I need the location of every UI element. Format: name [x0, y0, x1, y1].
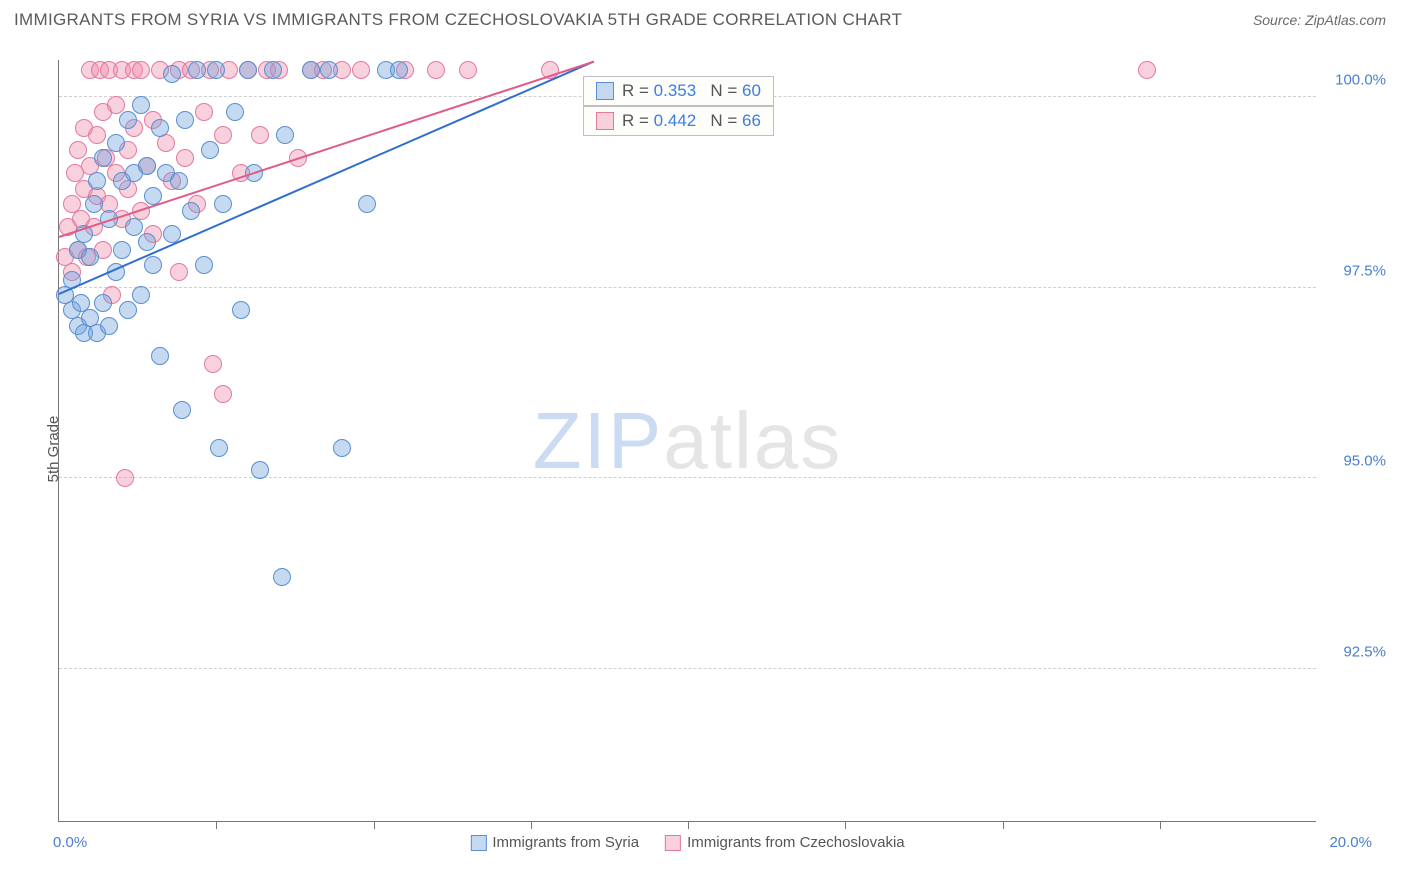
data-point-syria [214, 195, 232, 213]
data-point-czech [170, 263, 188, 281]
data-point-syria [138, 157, 156, 175]
czech-legend-swatch-icon [665, 835, 681, 851]
data-point-syria [94, 149, 112, 167]
data-point-syria [85, 195, 103, 213]
legend-label: Immigrants from Czechoslovakia [687, 834, 905, 851]
source-attribution: Source: ZipAtlas.com [1253, 12, 1386, 28]
stats-box-syria: R = 0.353 N = 60 [583, 76, 774, 106]
data-point-czech [116, 469, 134, 487]
data-point-syria [251, 461, 269, 479]
data-point-syria [273, 568, 291, 586]
data-point-syria [302, 61, 320, 79]
data-point-syria [132, 96, 150, 114]
data-point-syria [113, 241, 131, 259]
data-point-czech [107, 96, 125, 114]
r-label: R = 0.442 N = 66 [622, 111, 761, 131]
data-point-syria [390, 61, 408, 79]
data-point-czech [69, 141, 87, 159]
data-point-syria [195, 256, 213, 274]
data-point-syria [188, 61, 206, 79]
data-point-syria [125, 218, 143, 236]
x-tick [216, 821, 217, 829]
x-tick [1003, 821, 1004, 829]
chart-container: 5th Grade ZIPatlas 92.5%95.0%97.5%100.0%… [48, 44, 1388, 854]
y-tick-label: 97.5% [1324, 262, 1386, 279]
data-point-syria [182, 202, 200, 220]
x-tick [845, 821, 846, 829]
data-point-syria [94, 294, 112, 312]
data-point-czech [214, 126, 232, 144]
data-point-syria [264, 61, 282, 79]
data-point-czech [195, 103, 213, 121]
data-point-syria [201, 141, 219, 159]
gridline-h [59, 668, 1316, 669]
gridline-h [59, 287, 1316, 288]
data-point-syria [176, 111, 194, 129]
data-point-syria [170, 172, 188, 190]
header: IMMIGRANTS FROM SYRIA VS IMMIGRANTS FROM… [0, 0, 1406, 36]
watermark-atlas: atlas [663, 396, 842, 485]
data-point-syria [210, 439, 228, 457]
x-label-left: 0.0% [53, 834, 87, 851]
data-point-czech [176, 149, 194, 167]
legend-item-syria: Immigrants from Syria [470, 834, 639, 851]
data-point-syria [119, 111, 137, 129]
x-tick [1160, 821, 1161, 829]
y-tick-label: 95.0% [1324, 453, 1386, 470]
data-point-syria [119, 301, 137, 319]
data-point-syria [88, 172, 106, 190]
data-point-syria [151, 347, 169, 365]
y-tick-label: 100.0% [1324, 72, 1386, 89]
syria-swatch-icon [596, 82, 614, 100]
data-point-syria [207, 61, 225, 79]
r-label: R = 0.353 N = 60 [622, 81, 761, 101]
data-point-czech [352, 61, 370, 79]
czech-swatch-icon [596, 112, 614, 130]
data-point-syria [239, 61, 257, 79]
data-point-czech [88, 126, 106, 144]
trend-line-czech [59, 61, 594, 238]
data-point-syria [151, 119, 169, 137]
y-tick-label: 92.5% [1324, 643, 1386, 660]
data-point-syria [132, 286, 150, 304]
chart-title: IMMIGRANTS FROM SYRIA VS IMMIGRANTS FROM… [14, 10, 902, 30]
gridline-h [59, 477, 1316, 478]
data-point-syria [358, 195, 376, 213]
data-point-czech [1138, 61, 1156, 79]
data-point-czech [251, 126, 269, 144]
legend-label: Immigrants from Syria [492, 834, 639, 851]
data-point-syria [107, 134, 125, 152]
plot-area: ZIPatlas 92.5%95.0%97.5%100.0%0.0%20.0%R… [58, 60, 1316, 822]
watermark-zip: ZIP [533, 396, 663, 485]
data-point-czech [214, 385, 232, 403]
legend: Immigrants from Syria Immigrants from Cze… [470, 834, 904, 851]
stats-box-czech: R = 0.442 N = 66 [583, 106, 774, 136]
data-point-czech [132, 61, 150, 79]
data-point-syria [232, 301, 250, 319]
data-point-syria [138, 233, 156, 251]
data-point-czech [459, 61, 477, 79]
x-label-right: 20.0% [1329, 834, 1372, 851]
data-point-syria [144, 256, 162, 274]
data-point-syria [226, 103, 244, 121]
data-point-syria [276, 126, 294, 144]
data-point-syria [333, 439, 351, 457]
watermark: ZIPatlas [533, 395, 842, 487]
data-point-syria [81, 248, 99, 266]
syria-legend-swatch-icon [470, 835, 486, 851]
data-point-syria [100, 317, 118, 335]
x-tick [688, 821, 689, 829]
x-tick [531, 821, 532, 829]
data-point-czech [204, 355, 222, 373]
data-point-syria [320, 61, 338, 79]
x-tick [374, 821, 375, 829]
data-point-czech [427, 61, 445, 79]
data-point-syria [163, 65, 181, 83]
data-point-syria [173, 401, 191, 419]
legend-item-czech: Immigrants from Czechoslovakia [665, 834, 905, 851]
